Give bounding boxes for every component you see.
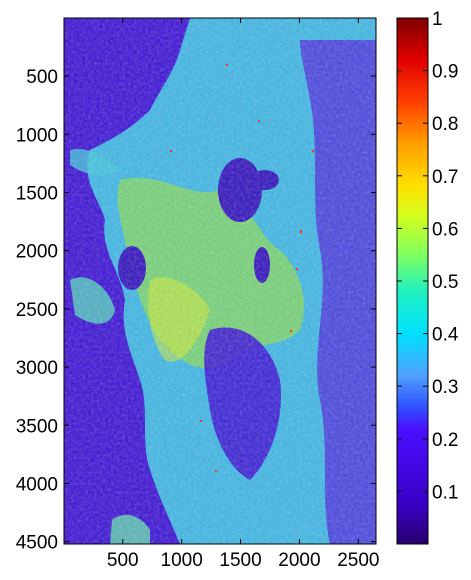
y-tick-label: 2000 (16, 242, 58, 263)
colorbar-tick-label: 0.8 (432, 114, 458, 135)
colorbar-tick-label: 0.6 (432, 219, 458, 240)
x-tick-label: 2000 (278, 550, 320, 571)
colorbar-tick-label: 0.5 (432, 272, 458, 293)
heatmap-image (64, 18, 376, 544)
colorbar-tick-label: 1 (432, 9, 443, 30)
x-axis: 500 1000 1500 2000 2500 (107, 18, 379, 571)
y-tick-label: 1500 (16, 183, 58, 204)
plot-frame (63, 17, 377, 545)
colorbar-tick-label: 0.4 (432, 325, 459, 346)
x-tick-label: 2500 (337, 550, 379, 571)
colorbar-tick-label: 0.9 (432, 62, 458, 83)
colorbar-gradient (397, 18, 428, 544)
x-tick-label: 1000 (161, 550, 203, 571)
colorbar-tick-label: 0.3 (432, 377, 458, 398)
y-tick-label: 2500 (16, 300, 58, 321)
y-tick-label: 4500 (16, 533, 58, 554)
heatmap-texture (64, 18, 376, 544)
x-tick-label: 1500 (219, 550, 261, 571)
colorbar-tick-label: 0.1 (432, 482, 458, 503)
colorbar-tick-label: 0.2 (432, 430, 458, 451)
y-tick-label: 3000 (16, 358, 58, 379)
y-axis: 500 1000 1500 2000 2500 3000 3500 4000 4500 (16, 67, 376, 554)
y-tick-label: 4000 (16, 474, 58, 495)
colorbar (396, 17, 429, 545)
y-tick-label: 3500 (16, 416, 58, 437)
colorbar-tick-label: 0.7 (432, 167, 458, 188)
x-tick-label: 500 (107, 550, 139, 571)
colorbar-axis: 0.1 0.2 0.3 0.4 0.5 0.6 0.7 0.8 0.9 1 (397, 9, 459, 503)
y-tick-label: 500 (26, 67, 58, 88)
y-tick-label: 1000 (16, 125, 58, 146)
